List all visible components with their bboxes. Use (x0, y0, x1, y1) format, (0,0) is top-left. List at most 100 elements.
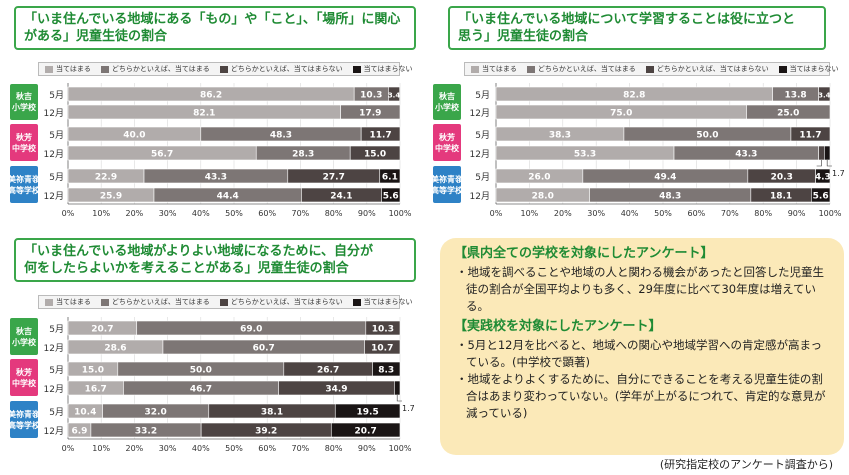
chart-2-badge-text: 小学校 (435, 103, 459, 112)
chart-1-month-label: 12月 (43, 192, 64, 202)
chart-1-tick-label: 80% (325, 209, 343, 218)
chart-3-month-label: 5月 (49, 325, 64, 335)
chart-3-legend-swatch (219, 298, 228, 306)
chart-3-legend-swatch (100, 298, 109, 306)
chart-2-badge-shuho-junior-high: 秋芳 中学校 (433, 124, 461, 161)
chart-1-legend-swatch (219, 65, 228, 73)
chart-3-data-label: 38.1 (261, 408, 283, 418)
chart-3-month-label: 5月 (49, 366, 64, 376)
chart-3-title-line-2: 何をしたらよいかを考えることがある」児童生徒の割合 (24, 261, 349, 276)
chart-3-legend-label: 当てはまらない (363, 298, 413, 306)
chart-2-badge-text: 秋芳 (439, 132, 455, 142)
chart-1-data-label: 40.0 (123, 131, 145, 141)
chart-1-legend-swatch (352, 65, 361, 73)
chart-2-data-label: 20.3 (771, 173, 793, 183)
chart-2-legend-item: 当てはまらない (778, 64, 839, 74)
chart-2-legend-item: どちらかといえば、当てはまらない (645, 64, 769, 74)
chart-3-tick-label: 50% (225, 444, 243, 453)
chart-1-data-label: 28.3 (292, 150, 314, 160)
chart-1-tick-label: 100% (389, 209, 412, 218)
chart-3-month-label: 12月 (43, 385, 64, 395)
chart-3-tick-label: 40% (192, 444, 210, 453)
chart-1-data-label: 24.1 (330, 192, 352, 202)
chart-3-data-label: 28.6 (104, 344, 126, 354)
chart-1-month-label: 5月 (49, 131, 64, 141)
chart-1-title-line-1: 「いま住んでいる地域にある「もの」や「こと」、「場所」に関心 (24, 12, 401, 27)
chart-3-tick-label: 60% (258, 444, 276, 453)
summary-heading-practice-schools: 【実践校を対象にしたアンケート】 (454, 319, 662, 334)
summary-panel: 【県内全ての学校を対象にしたアンケート】 ・地域を調べることや地域の人と関わる機… (440, 238, 844, 455)
chart-2-legend-item: どちらかといえば、当てはまる (526, 64, 636, 74)
chart-2-legend-swatch (645, 65, 654, 73)
chart-3-tick-label: 90% (358, 444, 376, 453)
chart-3-data-label: 20.7 (355, 427, 377, 437)
chart-2-data-label: 28.0 (532, 192, 554, 202)
chart-3-legend-item: 当てはまらない (352, 297, 413, 307)
chart-1-legend-item: どちらかといえば、当てはまる (100, 64, 210, 74)
chart-3-plot: 0% 10% 20% 30% 40% 50% 60% 70% 80% 90% 100% 20.7 69.… (62, 317, 415, 453)
summary-bullet-1: ・地域を調べることや地域の人と関わる機会があったと回答した児童生徒の割合が全国平… (456, 265, 824, 313)
chart-1-legend-swatch (100, 65, 109, 73)
chart-3-data-label: 69.0 (240, 325, 262, 335)
chart-2-month-label: 12月 (469, 192, 490, 202)
chart-3-data-label: 50.0 (190, 366, 212, 376)
chart-1-month-label: 5月 (49, 91, 64, 101)
chart-3-legend-swatch (45, 298, 53, 306)
chart-1-bar-segment (379, 168, 401, 184)
chart-2-data-label: 53.3 (574, 150, 596, 160)
chart-2-tick-label: 20% (554, 209, 572, 218)
chart-3-title: 「いま住んでいる地域がよりよい地域になるために、自分が 何をしたらよいかを考える… (14, 238, 416, 282)
chart-1-title-line-2: がある」児童生徒の割合 (24, 29, 168, 44)
chart-2-tick-label: 30% (587, 209, 605, 218)
chart-2-badge-text: 美祢青嶺 (431, 174, 463, 184)
chart-1-data-label: 82.1 (193, 109, 215, 119)
chart-2-data-label: 26.0 (528, 173, 550, 183)
chart-2-title-line-1: 「いま住んでいる地域について学習することは役に立つと (458, 12, 795, 27)
chart-3-data-label: 8.3 (378, 366, 394, 376)
chart-3-data-label: 33.2 (135, 427, 157, 437)
chart-2-tick-label: 90% (788, 209, 806, 218)
chart-3-bar-segment (394, 380, 401, 396)
chart-1-data-label: 22.9 (95, 173, 117, 183)
chart-3-badge-text: 高等学校 (8, 420, 40, 430)
chart-2-bar-segment (815, 168, 831, 184)
summary-bullet-3: ・地域をよりよくするために、自分にできることを考える児童生徒の割合はあまり変わっ… (456, 372, 826, 420)
chart-2-data-label: 49.4 (654, 173, 676, 183)
chart-1-legend-item: 当てはまる (45, 64, 91, 74)
chart-2-badge-text: 高等学校 (431, 185, 463, 195)
chart-2-legend-item: 当てはまる (471, 64, 517, 74)
chart-1-legend-swatch (45, 65, 53, 73)
chart-2-data-label: 5.6 (813, 192, 829, 202)
chart-2-outside-label: 1.7 (832, 169, 845, 178)
chart-2-title-line-2: 思う」児童生徒の割合 (458, 29, 589, 44)
chart-3-legend-label: どちらかといえば、当てはまる (111, 298, 210, 306)
chart-2-data-label: 18.1 (770, 192, 792, 202)
chart-2-data-label: 13.8 (784, 91, 806, 101)
chart-3-tick-label: 0% (62, 444, 75, 453)
chart-2-month-label: 5月 (475, 173, 490, 183)
chart-1-badge-shuho-junior-high: 秋芳 中学校 (10, 124, 38, 161)
chart-1-data-label: 17.9 (359, 109, 381, 119)
chart-1-badge-mine-seiryo-high: 美祢青嶺 高等学校 (8, 166, 40, 203)
chart-2-data-label: 48.3 (659, 192, 681, 202)
chart-1-badge-text: 高等学校 (8, 185, 40, 195)
chart-3-tick-label: 100% (389, 444, 412, 453)
chart-1-tick-label: 30% (159, 209, 177, 218)
chart-2-tick-label: 70% (721, 209, 739, 218)
chart-3-legend-item: どちらかといえば、当てはまる (100, 297, 210, 307)
chart-3-legend-item: 当てはまる (45, 297, 91, 307)
chart-2-legend-swatch (526, 65, 535, 73)
chart-2-bar-segment (746, 104, 831, 120)
chart-1-data-label: 48.3 (270, 131, 292, 141)
chart-2-data-label: 50.0 (696, 131, 718, 141)
chart-2-title: 「いま住んでいる地域について学習することは役に立つと 思う」児童生徒の割合 (448, 6, 826, 50)
chart-3-data-label: 34.9 (325, 385, 347, 395)
chart-2-leader-line (826, 160, 832, 167)
chart-2-data-label: 82.8 (623, 91, 645, 101)
chart-1-tick-label: 90% (358, 209, 376, 218)
chart-3-legend-label: どちらかといえば、当てはまらない (230, 298, 343, 306)
chart-2-bar-segment (818, 145, 825, 161)
chart-1-legend-item: 当てはまらない (352, 64, 413, 74)
chart-3-bar-segment (330, 422, 401, 438)
chart-3-data-label: 10.7 (371, 344, 393, 354)
